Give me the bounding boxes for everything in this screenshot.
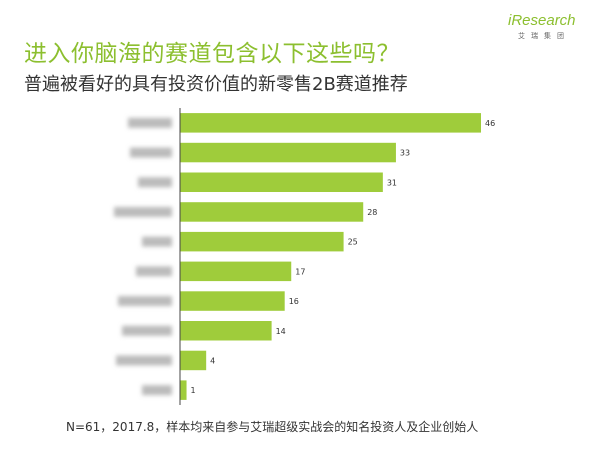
bar-7 [180,291,285,311]
bar-10 [180,380,187,400]
category-label-9 [116,355,172,366]
bar-9 [180,350,207,371]
value-label-5: 25 [348,238,358,247]
category-labels-group [114,117,172,396]
value-label-1: 46 [485,119,495,128]
page-subtitle: 普遍被看好的具有投资价值的新零售2B赛道推荐 [24,74,408,95]
bar-5 [180,231,344,252]
category-label-4 [114,206,172,217]
value-label-10: 1 [191,386,196,395]
category-label-8 [122,325,172,336]
value-label-2: 33 [400,149,410,158]
bar-3 [180,172,383,192]
category-label-10 [142,385,172,396]
bar-8 [180,321,272,341]
page-title: 进入你脑海的赛道包含以下这些吗？ [24,41,400,67]
bar-4 [180,202,364,222]
category-label-1 [128,117,172,128]
logo-text: iResearch [508,12,576,29]
value-label-9: 4 [210,356,215,365]
bars-group [180,113,481,400]
value-label-6: 17 [295,267,305,276]
footnote: N=61，2017.8，样本均来自参与艾瑞超级实战会的知名投资人及企业创始人 [66,420,479,434]
value-labels-group: 46 33 31 28 25 17 16 14 4 1 [191,119,496,395]
category-label-7 [118,296,172,307]
bar-6 [180,261,292,282]
bar-2 [180,142,396,163]
category-label-2 [130,147,172,158]
value-label-7: 16 [289,297,299,306]
category-label-5 [142,236,172,247]
logo-subtext: 艾瑞集团 [518,32,570,40]
value-label-4: 28 [367,208,377,217]
category-label-3 [138,177,172,188]
value-label-3: 31 [387,178,397,187]
category-label-6 [136,266,172,277]
bar-1 [180,113,481,133]
value-label-8: 14 [276,327,286,336]
iresearch-logo: iResearch 艾瑞集团 [508,12,598,50]
